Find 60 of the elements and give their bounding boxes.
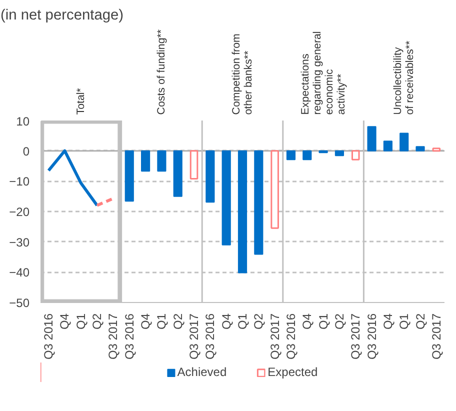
- x-tick-label: Q3 2017: [268, 313, 282, 360]
- x-tick-label: Q3 2016: [284, 313, 298, 360]
- y-tick-label: −10: [9, 174, 30, 189]
- x-tick-label: Q1: [397, 313, 412, 330]
- x-tick-label: Q2: [332, 313, 346, 330]
- bar: [432, 148, 441, 152]
- x-tick-label: Q3 2016: [122, 313, 136, 360]
- bar: [334, 150, 344, 156]
- text: Expectations regarding general economic activity**: [299, 31, 348, 115]
- x-tick-label: Q4: [380, 313, 395, 330]
- x-tick-label: Q1: [236, 313, 250, 330]
- x-tick-label: Q2: [252, 313, 266, 330]
- bar: [157, 150, 166, 172]
- x-tick-label: Q3 2016: [203, 313, 218, 360]
- x-tick-label: Q2: [170, 313, 185, 330]
- bar: [286, 150, 296, 160]
- x-tick-label: Q4: [300, 313, 314, 330]
- x-tick-label: Q3 2016: [42, 313, 56, 360]
- text: Uncollectibility of receivables**: [392, 40, 416, 115]
- x-tick-label: Q3 2017: [187, 313, 202, 360]
- text: Competition from other banks**: [230, 33, 254, 115]
- x-tick-label: Q1: [316, 313, 330, 330]
- y-tick-label: 0: [22, 144, 30, 158]
- x-tick-label: Q3 2016: [364, 313, 379, 360]
- bar: [383, 140, 392, 152]
- y-tick-label: −50: [9, 296, 30, 310]
- legend-label: Expected: [268, 365, 318, 379]
- y-tick-label: 10: [16, 114, 30, 128]
- bar: [270, 150, 279, 229]
- x-tick-label: Q2: [90, 313, 104, 330]
- x-tick-label: Q4: [219, 313, 234, 330]
- x-tick-label: Q4: [58, 313, 72, 330]
- bar: [351, 150, 360, 160]
- y-tick-label: −40: [9, 266, 30, 280]
- text: Costs of funding**: [156, 29, 168, 115]
- bar: [190, 150, 198, 180]
- x-tick-label: Q4: [138, 313, 153, 330]
- bar: [222, 150, 231, 246]
- bar: [124, 150, 134, 202]
- bar: [367, 126, 376, 152]
- bar: [302, 150, 312, 160]
- bar: [416, 146, 425, 152]
- y-tick-label: −30: [9, 235, 30, 250]
- bar: [206, 150, 215, 203]
- x-tick-label: Q2: [413, 313, 428, 330]
- y-tick-label: −20: [9, 205, 30, 219]
- x-tick-label: Q3 2017: [429, 313, 444, 360]
- bar: [238, 150, 248, 274]
- x-tick-label: Q3 2017: [106, 313, 120, 360]
- text: Total*: [74, 88, 87, 115]
- bar: [173, 150, 182, 197]
- bar: [254, 150, 264, 255]
- chart-subtitle: (in net percentage): [0, 8, 124, 24]
- x-tick-label: Q1: [74, 313, 88, 330]
- x-tick-label: Q1: [154, 313, 169, 330]
- bar: [400, 132, 409, 152]
- bar: [141, 150, 150, 172]
- x-tick-label: Q3 2017: [348, 313, 363, 360]
- legend-label: Achieved: [177, 365, 227, 379]
- line-series: [47, 149, 99, 207]
